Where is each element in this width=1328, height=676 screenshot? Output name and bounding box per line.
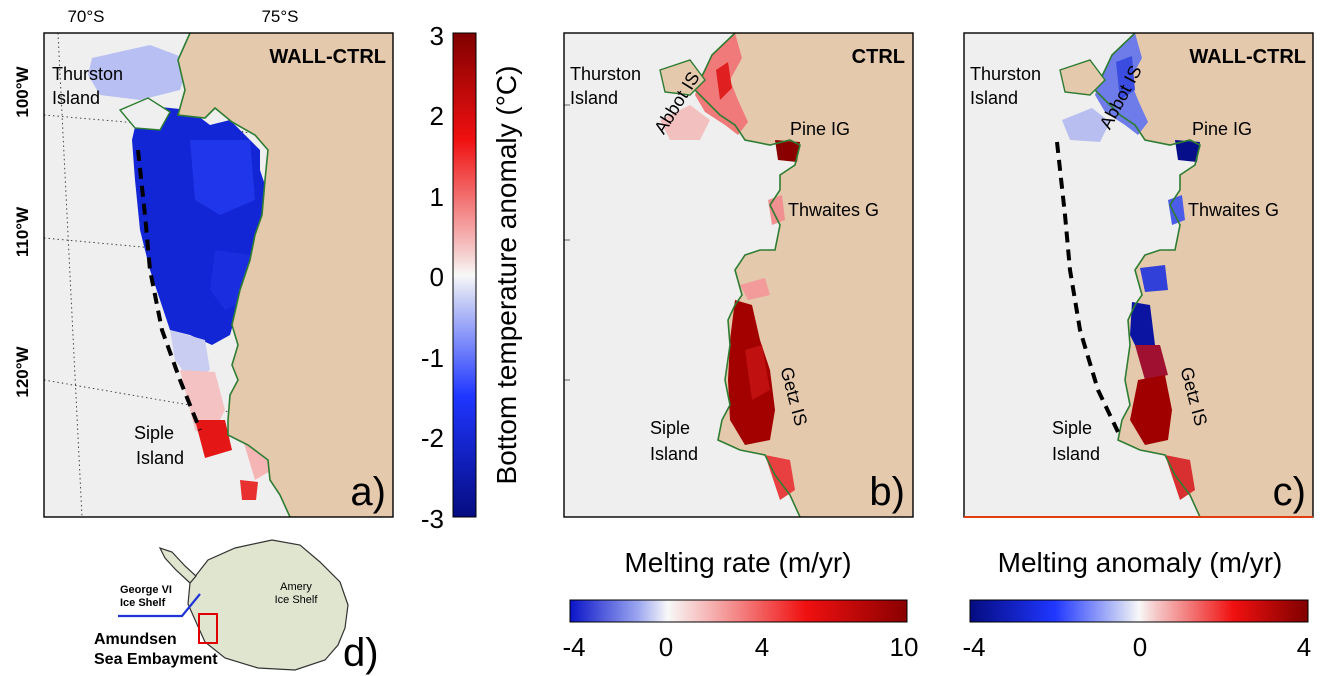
- place-label-thurston-2: Island: [970, 88, 1018, 108]
- wall-line: [1055, 141, 1120, 433]
- place-label-thurston: Thurston: [570, 64, 641, 84]
- place-label-siple-2: Island: [650, 444, 698, 464]
- panel-c-label: c): [1273, 470, 1306, 514]
- colorbar-temp-label: Bottom temperature anomaly (°C): [491, 66, 522, 485]
- colorbar-temp-tick-m3: -3: [421, 504, 444, 534]
- panel-a-title: WALL-CTRL: [269, 46, 386, 68]
- place-label-siple: Siple: [1052, 418, 1092, 438]
- colorbar-temperature-ramp: [452, 32, 477, 518]
- lon-label-110w: 110°W: [13, 206, 32, 257]
- colorbar-anom-tick-4: 4: [1297, 632, 1311, 662]
- place-label-thurston: Thurston: [970, 64, 1041, 84]
- panel-c: WALL-CTRL c) Thurston Island Abbot IS Pi…: [963, 32, 1314, 518]
- colorbar-melt-tick-10: 10: [890, 632, 919, 662]
- coastline: [1094, 33, 1201, 517]
- colorbar-temperature: 3 2 1 0 -1 -2 -3 Bottom temperature anom…: [421, 21, 522, 534]
- coastline: [694, 33, 801, 517]
- panel-b: CTRL b) Thurston Island Abbot IS Pine IG…: [563, 32, 914, 518]
- lat-label-75s: 75°S: [261, 7, 298, 26]
- panel-a-frame: [43, 32, 394, 518]
- panel-b-frame: [563, 32, 914, 518]
- antarctic-peninsula: [158, 546, 197, 584]
- inset-label-george: George VI: [120, 584, 172, 596]
- place-label-thwaites: Thwaites G: [1188, 200, 1279, 220]
- colorbar-anom-tick-0: 0: [1133, 632, 1147, 662]
- antarctica-continent: [187, 539, 349, 671]
- colorbar-melt-tick-4: 4: [755, 632, 769, 662]
- place-label-pine: Pine IG: [790, 119, 850, 139]
- colorbar-melt-ramp: [569, 599, 908, 623]
- inset-antarctica: George VI Ice Shelf Amery Ice Shelf Amun…: [94, 539, 379, 675]
- graticule-ticks: [564, 104, 570, 381]
- place-label-siple-2: Island: [136, 448, 184, 468]
- place-label-thurston-2: Island: [570, 88, 618, 108]
- place-label-pine: Pine IG: [1192, 119, 1252, 139]
- place-label-siple: Siple: [650, 418, 690, 438]
- colorbar-anom-tick-m4: -4: [962, 632, 985, 662]
- lat-label-70s: 70°S: [67, 7, 104, 26]
- inset-label-george-2: Ice Shelf: [120, 597, 166, 609]
- colorbar-melting-anomaly: Melting anomaly (m/yr) -4 0 4: [962, 547, 1311, 662]
- colorbar-temp-tick-m2: -2: [421, 423, 444, 453]
- inset-label-amery: Amery: [280, 581, 312, 593]
- colorbar-melt-tick-0: 0: [659, 632, 673, 662]
- amundsen-highlight-box: [198, 613, 218, 644]
- colorbar-anom-ramp: [969, 599, 1309, 623]
- melting-anomaly-field: [1062, 33, 1200, 500]
- place-label-thurston-2: Island: [52, 88, 100, 108]
- inset-label-amundsen-2: Sea Embayment: [94, 651, 218, 668]
- colorbar-anom-label: Melting anomaly (m/yr): [998, 547, 1283, 578]
- thurston-island-coast: [1059, 59, 1106, 96]
- colorbar-melt-tick-m4: -4: [562, 632, 585, 662]
- coastline: [176, 33, 291, 517]
- panel-a: WALL-CTRL a) 70°S 75°S 100°W 110°W 120°W…: [13, 7, 394, 518]
- colorbar-melt-label: Melting rate (m/yr): [624, 547, 851, 578]
- place-label-siple-2: Island: [1052, 444, 1100, 464]
- thurston-island-coast: [118, 97, 171, 131]
- panel-b-label: b): [869, 470, 905, 514]
- colorbar-temp-tick-2: 2: [430, 101, 444, 131]
- colorbar-temp-tick-3: 3: [430, 21, 444, 51]
- colorbar-temp-tick-0: 0: [430, 262, 444, 292]
- lon-label-100w: 100°W: [13, 65, 32, 117]
- lon-label-120w: 120°W: [13, 345, 32, 397]
- inset-panel-label: d): [343, 631, 379, 675]
- place-label-thwaites: Thwaites G: [788, 200, 879, 220]
- panel-a-label: a): [350, 470, 386, 514]
- antarctic-land: [178, 33, 393, 517]
- place-label-thurston: Thurston: [52, 64, 123, 84]
- inset-label-amundsen: Amundsen: [94, 631, 177, 648]
- colorbar-temp-tick-m1: -1: [421, 343, 444, 373]
- colorbar-melting-rate: Melting rate (m/yr) -4 0 4 10: [562, 547, 918, 662]
- panel-c-title: WALL-CTRL: [1189, 46, 1306, 68]
- panel-b-title: CTRL: [852, 46, 905, 68]
- inset-label-amery-2: Ice Shelf: [275, 594, 319, 606]
- thurston-island-coast: [659, 59, 706, 96]
- melting-rate-field: [660, 33, 800, 500]
- wall-line: [136, 149, 202, 431]
- place-label-siple: Siple: [134, 423, 174, 443]
- george-vi-pointer: [118, 593, 201, 618]
- colorbar-temp-tick-1: 1: [430, 182, 444, 212]
